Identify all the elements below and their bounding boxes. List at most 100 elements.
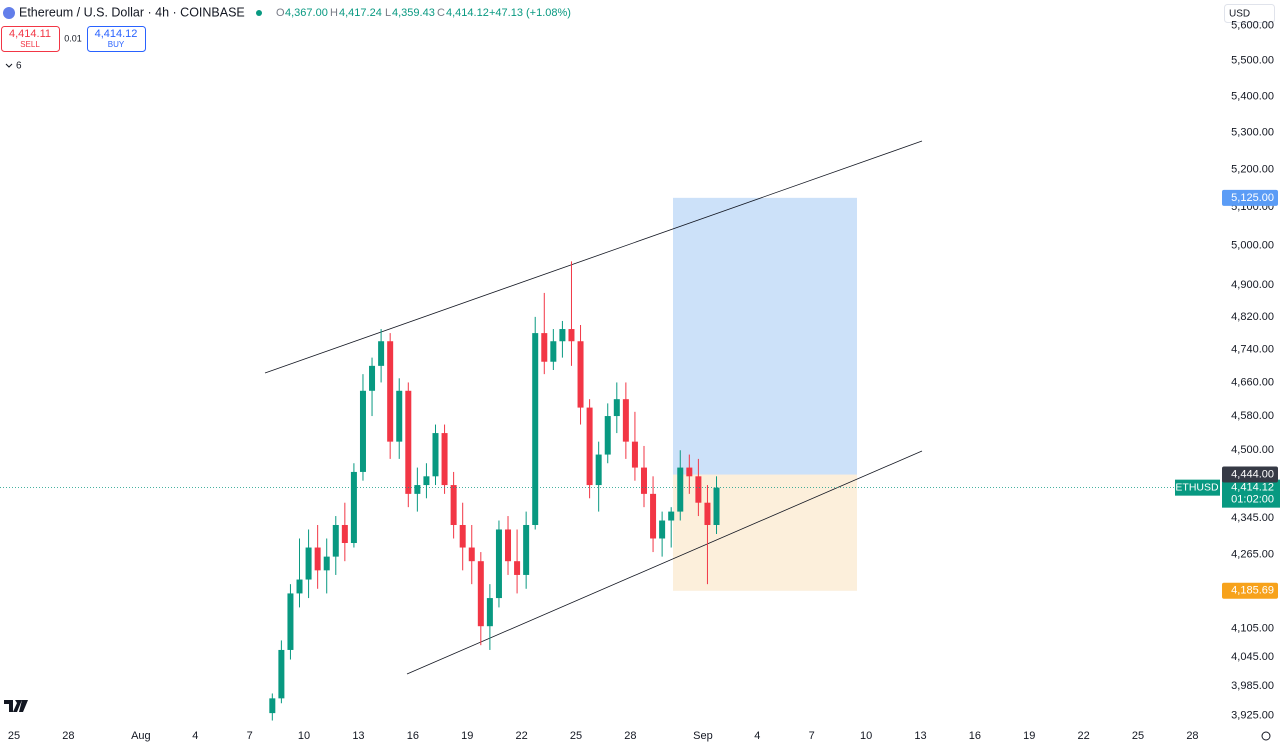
plot	[269, 261, 720, 721]
entry-price-label: 4,444.00	[1231, 468, 1274, 480]
candle-body	[350, 471, 357, 544]
y-tick-label: 5,300.00	[1231, 127, 1274, 139]
y-tick-label: 5,000.00	[1231, 240, 1274, 252]
y-tick-label: 4,820.00	[1231, 311, 1274, 323]
channel-lower	[406, 450, 923, 675]
candle-body	[405, 390, 412, 494]
x-tick-label: 19	[461, 730, 473, 742]
buy-button[interactable]	[87, 26, 146, 52]
candle-body	[486, 598, 493, 627]
x-tick-label: 28	[62, 730, 74, 742]
indicator-count[interactable]: 6	[16, 61, 22, 72]
y-tick-label: 4,580.00	[1231, 410, 1274, 422]
ohlc-label: C	[437, 7, 445, 19]
candle-body	[495, 529, 502, 599]
candle-body	[341, 524, 348, 544]
y-tick-label: 4,105.00	[1231, 622, 1274, 634]
candle-body	[586, 407, 593, 486]
symbol-tag-label: ETHUSD	[1175, 481, 1219, 493]
candle-body	[640, 467, 647, 494]
x-tick-label: 28	[1186, 730, 1198, 742]
x-tick-label: 13	[352, 730, 364, 742]
last-price-tag	[1222, 479, 1280, 508]
candle-body	[622, 399, 629, 442]
sell-label[interactable]: SELL	[20, 40, 40, 49]
candle-body	[387, 341, 394, 442]
x-tick-label: 28	[624, 730, 636, 742]
ohlc-label: H	[330, 7, 338, 19]
x-tick-label: 16	[969, 730, 981, 742]
x-tick-label: 19	[1023, 730, 1035, 742]
x-tick-label: 22	[1078, 730, 1090, 742]
y-tick-label: 3,925.00	[1231, 709, 1274, 721]
candle-body	[613, 399, 620, 417]
y-tick-label: 4,740.00	[1231, 343, 1274, 355]
symbol-logo	[3, 7, 15, 19]
candle-body	[314, 547, 321, 571]
candle-body	[686, 467, 693, 477]
candle-body	[287, 593, 294, 650]
x-tick-label: 13	[914, 730, 926, 742]
entry-price-tag	[1222, 466, 1278, 483]
candle-body	[559, 329, 566, 342]
candle-body	[414, 485, 421, 494]
candle-body	[532, 333, 539, 525]
countdown: 01:02:00	[1231, 494, 1274, 506]
stop-zone	[673, 474, 857, 591]
target-price-tag	[1222, 189, 1278, 206]
candle-body	[477, 561, 484, 627]
x-tick-label: 25	[1132, 730, 1144, 742]
ohlc-value: 4,359.43	[392, 7, 435, 19]
target-zone	[673, 197, 857, 475]
y-tick-label: 4,900.00	[1231, 279, 1274, 291]
candle-body	[695, 476, 702, 503]
market-status	[256, 10, 262, 16]
candle-body	[359, 390, 366, 472]
buy-price[interactable]: 4,414.12	[95, 28, 138, 40]
currency[interactable]: USD	[1229, 9, 1250, 20]
last-price-label: 4,414.12	[1231, 482, 1274, 494]
candle-body	[659, 520, 666, 539]
candle-body	[432, 433, 439, 477]
channel-upper	[264, 140, 923, 374]
x-tick-label: 10	[298, 730, 310, 742]
currency-button[interactable]	[1224, 4, 1275, 23]
y-tick-label: 3,985.00	[1231, 680, 1274, 692]
candle-body	[568, 329, 575, 342]
candle-body	[369, 365, 376, 391]
candle-body	[378, 341, 385, 366]
candle-body	[323, 556, 330, 571]
sell-price[interactable]: 4,414.11	[9, 28, 51, 40]
y-tick-label: 4,500.00	[1231, 444, 1274, 456]
y-tick-label: 5,600.00	[1231, 20, 1274, 32]
symbol-title: Ethereum / U.S. Dollar · 4h · COINBASE	[19, 5, 245, 19]
sell-button[interactable]	[1, 26, 60, 52]
collapse-icon[interactable]	[5, 63, 13, 68]
candle-body	[396, 390, 403, 442]
candle-body	[332, 524, 339, 557]
symbol-tag	[1175, 479, 1220, 496]
candle-body	[631, 441, 638, 468]
x-tick-label: Aug	[131, 730, 151, 742]
candle-body	[514, 561, 521, 575]
buy-label[interactable]: BUY	[108, 40, 125, 49]
candle-body	[523, 524, 530, 575]
tv-logo	[4, 700, 28, 712]
candle-body	[450, 485, 457, 525]
y-tick-label: 4,265.00	[1231, 548, 1274, 560]
candle-body	[468, 547, 475, 562]
position-tool	[673, 197, 857, 591]
ohlc-label: L	[385, 7, 391, 19]
x-tick-label: 7	[809, 730, 815, 742]
candle-body	[296, 579, 303, 594]
settings-icon[interactable]	[1261, 731, 1271, 741]
target-price-label: 5,125.00	[1231, 192, 1274, 204]
x-tick-label: 25	[8, 730, 20, 742]
x-tick-label: Sep	[693, 730, 713, 742]
candle-body	[713, 487, 720, 525]
ohlc-label: O	[276, 7, 285, 19]
candle-body	[269, 698, 276, 714]
candle-body	[550, 341, 557, 362]
